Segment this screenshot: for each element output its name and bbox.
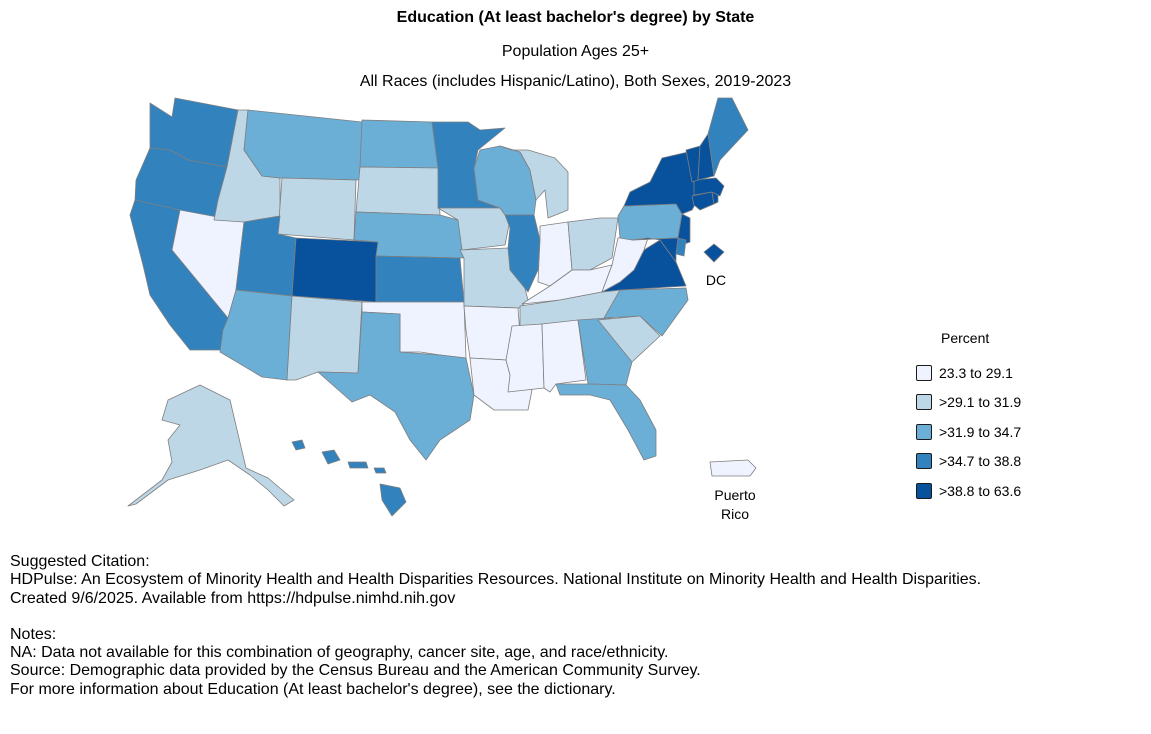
note-source: Source: Demographic data provided by the… bbox=[10, 662, 701, 680]
legend-swatch bbox=[916, 423, 932, 440]
state-TX[interactable] bbox=[317, 311, 475, 461]
note-dictionary: For more information about Education (At… bbox=[10, 680, 616, 698]
legend-label: >29.1 to 31.9 bbox=[939, 394, 1022, 411]
state-PA[interactable] bbox=[617, 203, 683, 241]
legend-item: >34.7 to 38.8 bbox=[916, 447, 1021, 477]
state-MA[interactable] bbox=[693, 177, 725, 197]
dc-label: DC bbox=[706, 272, 726, 288]
state-MD[interactable] bbox=[631, 237, 679, 263]
map-subtitle-races: All Races (includes Hispanic/Latino), Bo… bbox=[359, 73, 792, 90]
legend-label: >31.9 to 34.7 bbox=[939, 423, 1022, 440]
notes-heading: Notes: bbox=[10, 625, 57, 643]
legend-label: 23.3 to 29.1 bbox=[939, 364, 1013, 381]
state-MT[interactable] bbox=[243, 109, 363, 181]
legend-label: >38.8 to 63.6 bbox=[939, 482, 1022, 499]
state-MI[interactable] bbox=[499, 145, 569, 219]
map-subtitle-population: Population Ages 25+ bbox=[501, 43, 650, 60]
state-CO[interactable] bbox=[291, 237, 379, 303]
note-na: NA: Data not available for this combinat… bbox=[10, 644, 669, 662]
legend-item: >29.1 to 31.9 bbox=[916, 388, 1021, 418]
choropleth-map: DC Puerto Rico bbox=[127, 97, 757, 522]
legend-item: >31.9 to 34.7 bbox=[916, 417, 1021, 447]
state-PR[interactable] bbox=[709, 459, 757, 477]
citation-heading: Suggested Citation: bbox=[10, 553, 150, 570]
legend-title: Percent bbox=[941, 330, 990, 346]
state-ME[interactable] bbox=[707, 97, 749, 177]
state-IL[interactable] bbox=[504, 214, 541, 293]
puerto-rico-label-line2: Rico bbox=[721, 506, 749, 522]
citation-text: HDPulse: An Ecosystem of Minority Health… bbox=[10, 571, 982, 589]
map-legend: Percent 23.3 to 29.1 >29.1 to 31.9 >31.9… bbox=[916, 330, 1021, 506]
legend-swatch bbox=[916, 394, 932, 411]
state-AK[interactable] bbox=[127, 384, 295, 507]
state-NM[interactable] bbox=[286, 295, 363, 381]
state-WY[interactable] bbox=[277, 177, 357, 241]
state-MS[interactable] bbox=[505, 323, 545, 393]
legend-swatch bbox=[916, 453, 932, 470]
legend-swatch bbox=[916, 482, 932, 499]
state-DC[interactable] bbox=[703, 243, 725, 263]
legend-item: >38.8 to 63.6 bbox=[916, 476, 1021, 506]
legend-label: >34.7 to 38.8 bbox=[939, 453, 1022, 470]
state-ND[interactable] bbox=[359, 119, 439, 169]
state-GA[interactable] bbox=[577, 317, 633, 386]
state-OH[interactable] bbox=[567, 217, 619, 271]
state-SD[interactable] bbox=[355, 166, 441, 216]
legend-item: 23.3 to 29.1 bbox=[916, 358, 1021, 388]
map-title: Education (At least bachelor's degree) b… bbox=[396, 9, 755, 26]
state-SC[interactable] bbox=[597, 315, 661, 363]
puerto-rico-label-line1: Puerto bbox=[714, 487, 755, 503]
legend-swatch bbox=[916, 364, 932, 381]
state-KS[interactable] bbox=[375, 255, 465, 303]
state-FL[interactable] bbox=[555, 383, 657, 461]
citation-created: Created 9/6/2025. Available from https:/… bbox=[10, 589, 456, 607]
citation-notes: Suggested Citation: HDPulse: An Ecosyste… bbox=[10, 553, 981, 699]
state-HI[interactable] bbox=[291, 439, 407, 517]
